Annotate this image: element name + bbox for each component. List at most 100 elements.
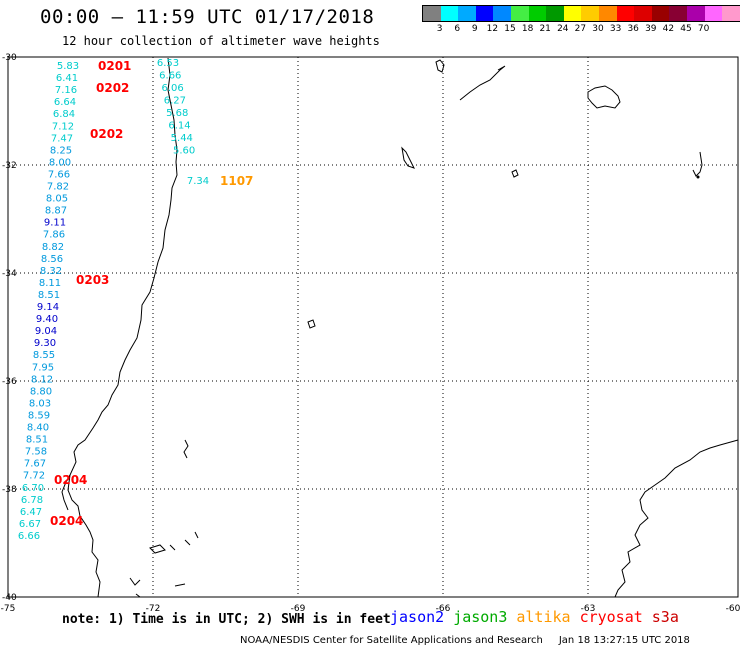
coastline-chile	[67, 57, 178, 598]
pass-time-labels: 0201 0202 0202 0203 0204 0204 1107	[50, 59, 253, 528]
units-note: note: 1) Time is in UTC; 2) SWH is in fe…	[62, 612, 391, 627]
longitude-labels: -75 -72 -69 -66 -63 -60	[1, 604, 740, 614]
wave-height-value: 7.58	[25, 447, 47, 458]
wave-height-value: 7.86	[43, 230, 65, 241]
satellite-legend: jason2 jason3 altika cryosat s3a	[390, 608, 688, 626]
coastline-northeast	[459, 65, 506, 101]
legend-jason2: jason2	[390, 608, 445, 626]
lake-2	[511, 169, 519, 178]
scale-swatch	[598, 6, 617, 21]
latitude-label: -34	[2, 269, 17, 279]
wave-height-value: 8.40	[27, 423, 49, 434]
latitude-label: -40	[2, 593, 17, 603]
wave-height-value: 6.27	[164, 96, 186, 107]
lake-6	[129, 577, 186, 598]
wave-height-value: 7.66	[48, 169, 70, 180]
wave-height-value: 6.64	[54, 97, 76, 108]
pass-time-label: 0202	[90, 127, 123, 141]
lake-3	[307, 319, 316, 329]
wave-height-value: 7.67	[24, 459, 46, 470]
chart-subtitle: 12 hour collection of altimeter wave hei…	[62, 34, 380, 48]
wave-height-value: 8.55	[33, 350, 55, 361]
scale-label: 18	[521, 24, 534, 34]
wave-height-value: 7.47	[51, 133, 73, 144]
wave-height-value: 5.60	[173, 146, 195, 157]
wave-height-value: 8.51	[38, 290, 60, 301]
legend-jason3: jason3	[453, 608, 508, 626]
scale-label: 15	[504, 24, 516, 34]
wave-height-value: 6.78	[21, 495, 43, 506]
pass-time-label: 0201	[98, 59, 131, 73]
wave-height-value: 9.04	[35, 326, 57, 337]
coastline-north	[435, 59, 445, 73]
wave-height-value: 8.87	[45, 206, 67, 217]
footer-timestamp: Jan 18 13:27:15 UTC 2018	[558, 635, 690, 646]
scale-swatch	[722, 6, 740, 21]
scale-swatch	[458, 6, 476, 21]
longitude-label: -60	[726, 604, 740, 614]
wave-height-value: 8.11	[39, 278, 61, 289]
wave-height-value: 6.53	[157, 58, 179, 69]
altimeter-extra-point: 7.34	[187, 176, 209, 187]
wave-height-value: 8.00	[49, 157, 71, 168]
scale-label: 36	[627, 24, 639, 34]
latitude-label: -30	[2, 53, 17, 63]
pass-time-label: 0204	[54, 473, 87, 487]
map-frame	[7, 56, 739, 598]
wave-height-value: 6.70	[22, 483, 44, 494]
wave-height-value: 8.25	[50, 145, 72, 156]
longitude-label: -66	[436, 604, 451, 614]
coastline-east	[692, 151, 703, 177]
scale-swatch	[686, 6, 705, 21]
wave-height-value: 7.82	[47, 182, 69, 193]
wave-height-value: 6.67	[19, 519, 41, 530]
scale-label: 21	[539, 24, 551, 34]
scale-label: 30	[592, 24, 604, 34]
longitude-label: -63	[581, 604, 596, 614]
scale-label: 12	[486, 24, 499, 34]
wave-height-value: 7.34	[187, 176, 209, 187]
wave-height-value: 9.14	[37, 302, 59, 313]
scale-swatch	[669, 6, 687, 21]
wave-height-value: 9.40	[36, 314, 58, 325]
wave-height-value: 8.32	[40, 266, 62, 277]
wave-height-value: 9.11	[44, 218, 66, 229]
wave-height-value: 6.66	[18, 531, 40, 542]
wave-height-value: 6.14	[168, 121, 190, 132]
wave-height-value: 7.72	[23, 471, 45, 482]
coastline-chile-detail	[61, 474, 71, 511]
scale-swatch	[510, 6, 529, 21]
scale-label: 70	[697, 24, 710, 34]
pass-time-label: 1107	[220, 174, 253, 188]
lake-5	[149, 531, 199, 554]
scale-swatch	[440, 6, 459, 21]
wave-height-value: 8.03	[29, 398, 51, 409]
pass-time-label: 0203	[76, 273, 109, 287]
scale-swatch	[475, 6, 494, 21]
wave-height-value: 6.47	[20, 507, 42, 518]
scale-label: 33	[609, 24, 622, 34]
scale-label: 24	[557, 24, 569, 34]
pass-time-label: 0202	[96, 81, 129, 95]
legend-cryosat: cryosat	[579, 608, 643, 626]
latitude-label: -38	[2, 485, 17, 495]
wave-height-value: 5.83	[57, 61, 79, 72]
scale-swatch	[546, 6, 564, 21]
scale-label: 9	[471, 24, 478, 34]
wave-height-value: 6.66	[159, 71, 181, 82]
graticule	[8, 57, 738, 597]
scale-label: 3	[436, 24, 443, 34]
altimeter-track-west: 5.836.417.166.646.847.127.478.258.007.66…	[18, 61, 79, 542]
altimeter-track-coast: 6.53 6.666.06 6.275.68 6.145.44 5.60	[157, 58, 195, 157]
scale-swatch	[651, 6, 670, 21]
footer-credit: NOAA/NESDIS Center for Satellite Applica…	[240, 635, 543, 646]
wave-height-value: 8.56	[41, 254, 63, 265]
wave-height-value: 7.95	[32, 362, 54, 373]
latitude-label: -32	[2, 161, 17, 171]
scale-swatch	[581, 6, 599, 21]
wave-height-value: 5.44	[171, 133, 193, 144]
wave-height-value: 6.84	[53, 109, 75, 120]
scale-swatch	[528, 6, 547, 21]
